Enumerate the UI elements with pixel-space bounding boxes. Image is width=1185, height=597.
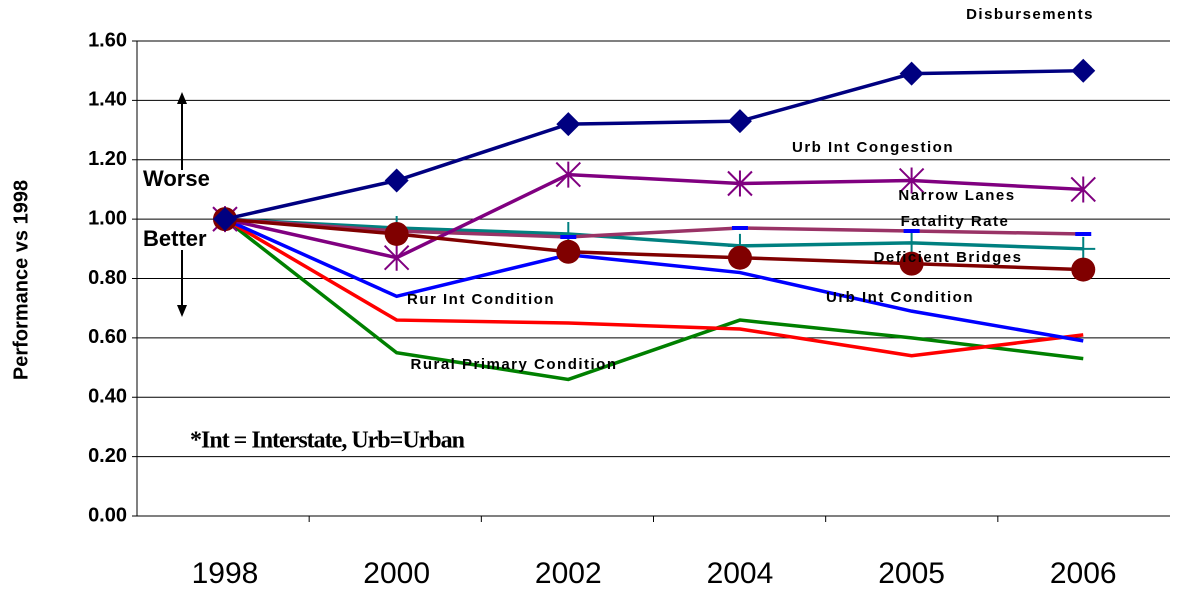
marker bbox=[383, 244, 410, 271]
y-tick-label: 0.00 bbox=[88, 504, 127, 526]
y-tick-label: 1.20 bbox=[88, 148, 127, 170]
marker bbox=[213, 207, 237, 232]
marker bbox=[727, 245, 752, 270]
marker bbox=[899, 230, 924, 255]
line bbox=[224, 217, 1084, 251]
marker bbox=[1071, 236, 1096, 261]
series-label: Urb Int Condition bbox=[826, 289, 974, 306]
series-label: Fatality Rate bbox=[901, 213, 1010, 230]
marker bbox=[899, 61, 924, 86]
marker bbox=[384, 168, 409, 193]
series-label: Narrow Lanes bbox=[898, 187, 1015, 204]
annotation: Worse bbox=[143, 166, 210, 191]
marker bbox=[1070, 176, 1096, 203]
x-tick-label: 2006 bbox=[1050, 557, 1117, 590]
series-label: Deficient Bridges bbox=[874, 249, 1023, 266]
y-tick-label: 1.00 bbox=[88, 207, 127, 229]
series-label: Urb Int Congestion bbox=[792, 139, 954, 156]
marker bbox=[556, 239, 581, 264]
marker bbox=[384, 221, 409, 246]
line bbox=[224, 217, 1084, 358]
series-label: Rur Int Condition bbox=[407, 291, 555, 308]
marker bbox=[727, 170, 753, 197]
series-label: Rural Primary Condition bbox=[410, 356, 617, 373]
marker bbox=[1071, 257, 1096, 282]
marker bbox=[898, 167, 925, 194]
y-tick-label: 1.40 bbox=[88, 89, 127, 111]
marker bbox=[899, 251, 924, 276]
x-tick-label: 2000 bbox=[363, 557, 430, 590]
marker bbox=[727, 109, 752, 134]
line bbox=[224, 217, 1084, 239]
arrow-head bbox=[177, 92, 187, 104]
series-label: Disbursements bbox=[966, 6, 1094, 23]
y-tick-label: 0.20 bbox=[88, 445, 127, 467]
y-tick-label: 0.80 bbox=[88, 267, 127, 289]
arrow-head bbox=[177, 305, 187, 317]
marker bbox=[1071, 58, 1096, 83]
y-tick-label: 0.60 bbox=[88, 326, 127, 348]
line bbox=[224, 68, 1084, 221]
x-tick-label: 2002 bbox=[535, 557, 602, 590]
line bbox=[224, 172, 1084, 260]
line bbox=[223, 217, 1084, 382]
annotation: Better bbox=[143, 226, 207, 251]
marker bbox=[556, 112, 581, 137]
annotation: *Int = Interstate, Urb=Urban bbox=[190, 428, 465, 454]
y-tick-label: 1.60 bbox=[88, 29, 127, 51]
y-axis-label: Performance vs 1998 bbox=[10, 180, 32, 380]
marker bbox=[555, 161, 582, 188]
x-tick-label: 2005 bbox=[878, 557, 945, 590]
line bbox=[224, 217, 1084, 343]
x-tick-label: 2004 bbox=[707, 557, 774, 590]
y-tick-label: 0.40 bbox=[88, 386, 127, 408]
line bbox=[224, 217, 1084, 272]
x-tick-label: 1998 bbox=[192, 557, 259, 590]
